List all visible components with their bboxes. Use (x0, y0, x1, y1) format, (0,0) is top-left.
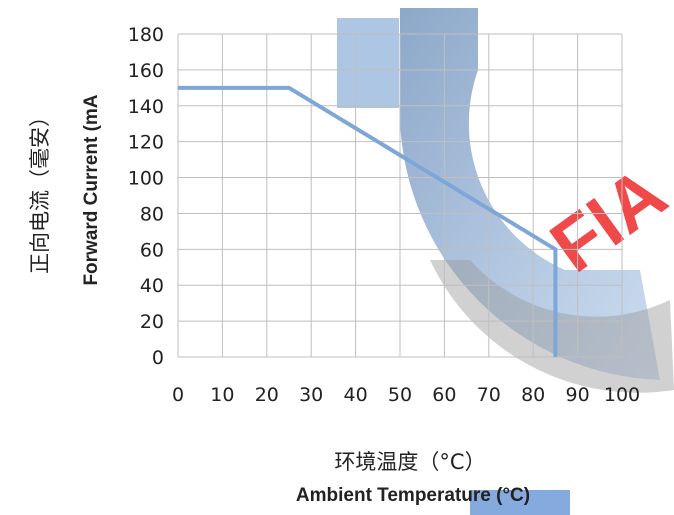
y-axis-title-chinese: 正向电流（毫安） (28, 106, 52, 274)
series-line (178, 85, 558, 357)
watermark-bar (470, 490, 570, 515)
x-axis-title-chinese: 环境温度（°C） (334, 450, 485, 474)
x-axis-ticks: 0 10 20 30 40 50 60 70 80 90 100 (172, 384, 640, 406)
x-tick-label: 50 (388, 384, 412, 406)
x-tick-label: 90 (566, 384, 590, 406)
watermark: FIA (337, 8, 674, 515)
y-tick-label: 160 (128, 60, 164, 82)
watermark-ring-shadow (430, 260, 674, 393)
x-tick-label: 80 (521, 384, 545, 406)
x-tick-label: 30 (299, 384, 323, 406)
y-tick-label: 40 (140, 275, 164, 297)
y-tick-label: 100 (128, 168, 164, 190)
y-tick-label: 180 (128, 24, 164, 46)
x-tick-label: 40 (344, 384, 368, 406)
series (178, 85, 558, 357)
y-tick-label: 60 (140, 239, 164, 261)
x-tick-label: 0 (172, 384, 184, 406)
x-tick-label: 70 (477, 384, 501, 406)
y-tick-label: 120 (128, 132, 164, 154)
y-axis-title-english: Forward Current (mA (81, 94, 102, 285)
y-tick-label: 0 (152, 347, 164, 369)
y-tick-label: 20 (140, 311, 164, 333)
y-tick-label: 140 (128, 96, 164, 118)
grid (177, 33, 623, 358)
x-tick-label: 60 (432, 384, 456, 406)
watermark-ring (400, 8, 660, 380)
y-tick-label: 80 (140, 203, 164, 225)
x-tick-label: 10 (210, 384, 234, 406)
x-tick-label: 100 (604, 384, 640, 406)
x-axis-title-english: Ambient Temperature (°C) (296, 485, 530, 506)
x-tick-label: 20 (255, 384, 279, 406)
y-axis-ticks: 0 20 40 60 80 100 120 140 160 180 (128, 24, 164, 369)
watermark-block-top (337, 18, 399, 108)
